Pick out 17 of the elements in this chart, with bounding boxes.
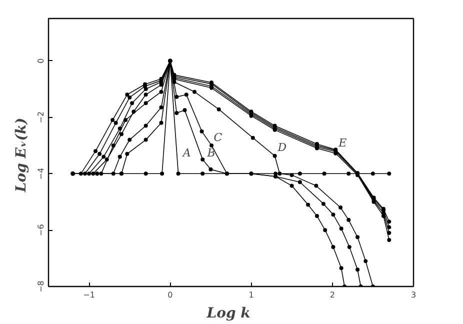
- y-tick-label: −4: [36, 168, 46, 180]
- x-axis-title: Log k: [206, 306, 251, 322]
- y-axis-title: Log Eᵥ(k): [14, 118, 30, 194]
- x-tick-label: 1: [248, 290, 254, 300]
- x-tick-label: 3: [410, 290, 416, 300]
- y-tick-label: −2: [36, 111, 46, 124]
- x-tick-label: 0: [168, 290, 173, 300]
- x-tick-label: 2: [330, 290, 335, 300]
- annotation: B: [206, 146, 216, 160]
- y-tick-label: 0: [36, 58, 46, 64]
- y-tick-label: −6: [36, 224, 46, 236]
- annotation: E: [338, 136, 347, 150]
- annotation: D: [276, 140, 287, 154]
- x-tick-label: −1: [83, 290, 95, 300]
- y-tick-label: −8: [36, 280, 46, 292]
- annotation: A: [182, 146, 191, 160]
- annotation: C: [214, 131, 223, 144]
